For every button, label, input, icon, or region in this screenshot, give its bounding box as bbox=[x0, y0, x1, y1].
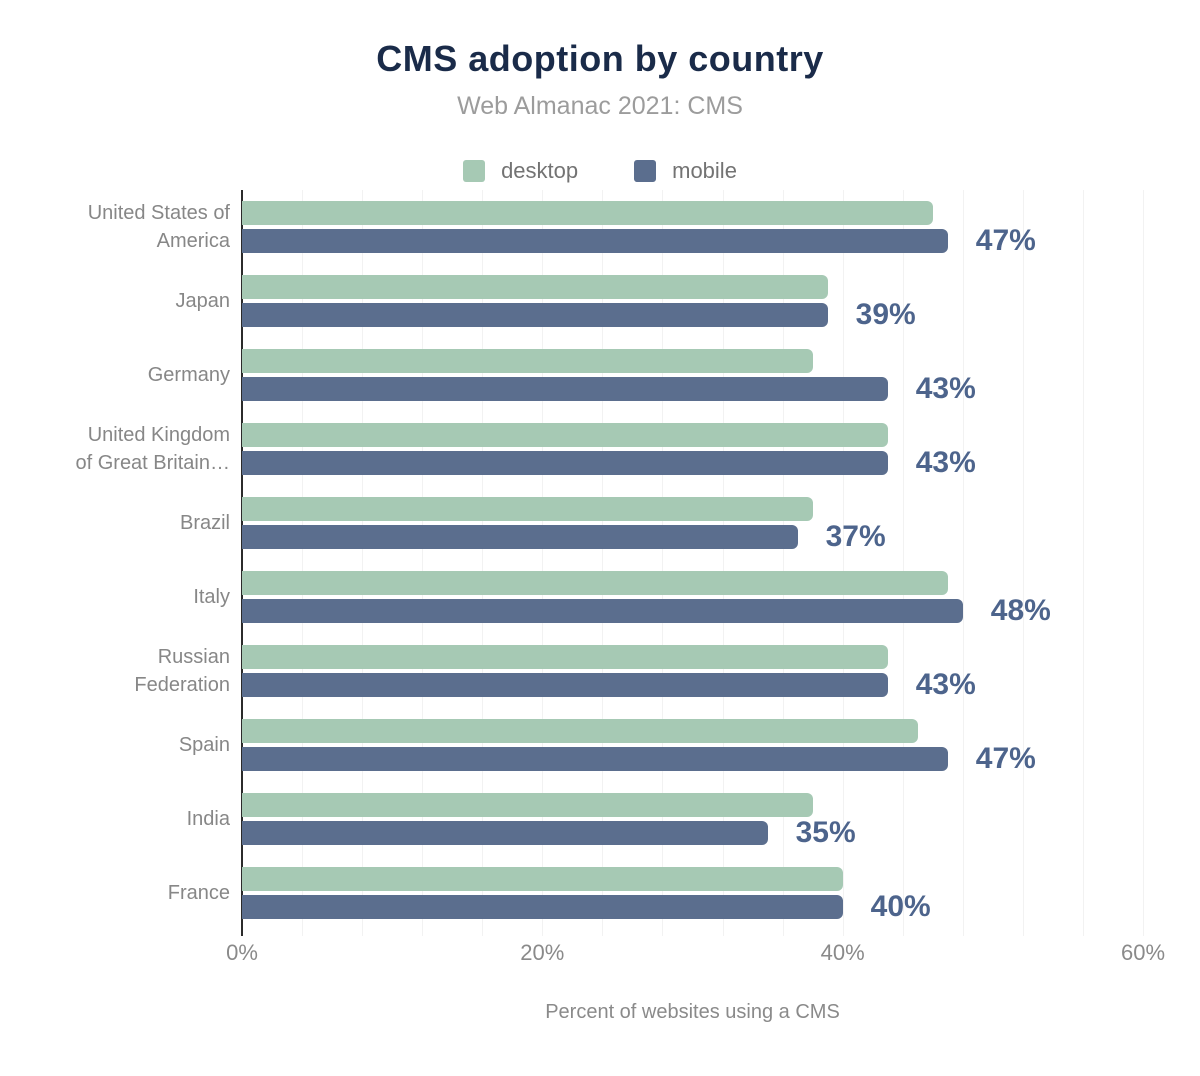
desktop-bar bbox=[242, 275, 828, 299]
value-label: 43% bbox=[915, 446, 976, 479]
desktop-bar bbox=[242, 645, 888, 669]
value-label: 47% bbox=[975, 224, 1036, 257]
legend-item-mobile: mobile bbox=[634, 158, 737, 184]
chart-row: United States of America 47% bbox=[88, 190, 1143, 264]
category-label: Brazil bbox=[179, 512, 230, 534]
mobile-bar bbox=[242, 599, 963, 623]
gridline bbox=[962, 190, 964, 936]
gridline bbox=[302, 190, 304, 936]
desktop-bar bbox=[242, 497, 813, 521]
x-tick-label: 20% bbox=[520, 940, 565, 965]
mobile-bar bbox=[242, 895, 843, 919]
chart-row: France 40% bbox=[168, 856, 1143, 930]
mobile-bar bbox=[242, 451, 888, 475]
mobile-bar bbox=[242, 673, 888, 697]
gridline bbox=[782, 190, 784, 936]
x-tick-label: 40% bbox=[820, 940, 865, 965]
x-axis-ticks: 0% 20% 40% 60% bbox=[226, 940, 1165, 966]
value-label: 37% bbox=[825, 520, 886, 553]
mobile-bar bbox=[242, 377, 888, 401]
value-label: 43% bbox=[915, 668, 976, 701]
gridline bbox=[902, 190, 904, 936]
value-label: 39% bbox=[855, 298, 916, 331]
desktop-bar bbox=[242, 349, 813, 373]
chart-row: India 35% bbox=[187, 782, 1143, 856]
legend-label-mobile: mobile bbox=[672, 158, 737, 183]
gridline bbox=[362, 190, 364, 936]
gridline bbox=[422, 190, 424, 936]
legend-swatch-mobile-icon bbox=[634, 160, 657, 182]
chart-row: Germany 43% bbox=[148, 338, 1143, 412]
chart-row: Japan 39% bbox=[176, 264, 1143, 338]
gridline bbox=[842, 190, 844, 936]
chart-row: Russian Federation 43% bbox=[134, 634, 1143, 708]
category-label: Italy bbox=[193, 586, 230, 608]
chart-row: Spain 47% bbox=[179, 708, 1143, 782]
chart-row: Italy 48% bbox=[193, 560, 1143, 634]
category-label: Spain bbox=[178, 734, 230, 756]
mobile-bar bbox=[242, 525, 798, 549]
category-label: Japan bbox=[175, 290, 231, 312]
legend-item-desktop: desktop bbox=[463, 158, 578, 184]
chart-row: United Kingdom of Great Britain… 43% bbox=[75, 412, 1143, 486]
category-label: United Kingdom of Great Britain… bbox=[75, 424, 230, 474]
chart-row: Brazil 37% bbox=[180, 486, 1143, 560]
gridline bbox=[662, 190, 664, 936]
category-label: India bbox=[186, 808, 230, 830]
y-axis-line bbox=[241, 190, 243, 936]
chart-subtitle: Web Almanac 2021: CMS bbox=[457, 92, 743, 120]
desktop-bar bbox=[242, 201, 933, 225]
value-label: 43% bbox=[915, 372, 976, 405]
category-label: Germany bbox=[147, 364, 230, 386]
legend: desktop mobile bbox=[0, 158, 1200, 184]
category-label: Russian Federation bbox=[134, 646, 230, 696]
bar-chart: United States of America 47% Japan 39% Germa… bbox=[75, 190, 1165, 1024]
plot-area: United States of America 47% Japan 39% Germa… bbox=[75, 190, 1144, 936]
gridline bbox=[1143, 190, 1144, 936]
gridline bbox=[1082, 190, 1084, 936]
value-label: 47% bbox=[975, 742, 1036, 775]
mobile-bar bbox=[242, 821, 768, 845]
gridline bbox=[602, 190, 604, 936]
category-label: United States of America bbox=[87, 202, 230, 252]
mobile-bar bbox=[242, 747, 948, 771]
desktop-bar bbox=[242, 719, 918, 743]
gridline bbox=[482, 190, 484, 936]
chart-title: CMS adoption by country bbox=[376, 38, 824, 79]
desktop-bar bbox=[242, 571, 948, 595]
legend-swatch-desktop-icon bbox=[463, 160, 486, 182]
category-label: France bbox=[167, 882, 230, 904]
mobile-bar bbox=[242, 229, 948, 253]
gridline bbox=[722, 190, 724, 936]
value-label: 35% bbox=[795, 816, 856, 849]
value-label: 40% bbox=[870, 890, 931, 923]
desktop-bar bbox=[242, 867, 843, 891]
value-label: 48% bbox=[990, 594, 1051, 627]
legend-label-desktop: desktop bbox=[501, 158, 579, 183]
desktop-bar bbox=[242, 423, 888, 447]
mobile-bar bbox=[242, 303, 828, 327]
desktop-bar bbox=[242, 793, 813, 817]
gridline bbox=[1022, 190, 1024, 936]
gridline bbox=[542, 190, 544, 936]
x-tick-label: 0% bbox=[226, 940, 258, 965]
x-tick-label: 60% bbox=[1120, 940, 1166, 965]
x-axis-title: Percent of websites using a CMS bbox=[545, 1001, 840, 1023]
